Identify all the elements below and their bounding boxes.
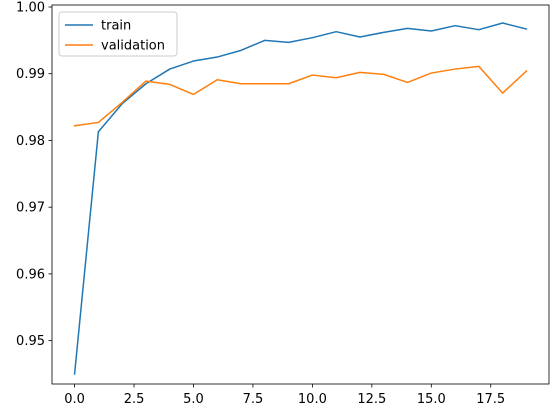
x-tick-label: 10.0	[298, 392, 327, 407]
plot-frame	[51, 4, 550, 385]
y-tick-label: 1.00	[16, 1, 45, 16]
x-tick-label: 0.0	[64, 392, 85, 407]
series-lines	[73, 22, 528, 375]
legend-label-train: train	[101, 19, 131, 34]
series-line-validation	[73, 65, 528, 127]
y-tick-label: 0.97	[16, 201, 45, 216]
legend-label-validation: validation	[101, 39, 165, 54]
y-tick-label: 0.95	[16, 334, 45, 349]
y-axis-ticks: 0.95 0.96 0.97 0.98 0.99 1.00	[16, 1, 52, 349]
legend: train validation	[58, 11, 178, 57]
y-tick-label: 0.98	[16, 134, 45, 149]
y-tick-label: 0.99	[16, 67, 45, 82]
x-tick-label: 15.0	[417, 392, 446, 407]
plot-background	[52, 5, 549, 384]
x-tick-label: 17.5	[476, 392, 505, 407]
x-axis-ticks: 0.0 2.5 5.0 7.5 10.0 12.5 15.0 17.5	[64, 384, 505, 407]
x-tick-label: 7.5	[243, 392, 264, 407]
y-tick-label: 0.96	[16, 267, 45, 282]
x-tick-label: 2.5	[124, 392, 145, 407]
x-tick-label: 5.0	[183, 392, 204, 407]
x-tick-label: 12.5	[357, 392, 386, 407]
